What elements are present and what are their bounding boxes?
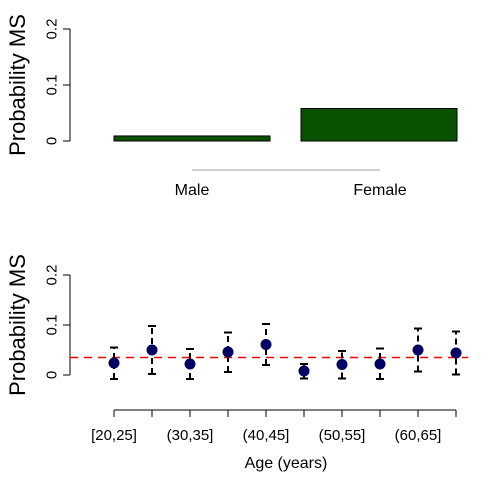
age-error-bars — [110, 323, 460, 380]
age-x-label: Age (years) — [245, 455, 328, 472]
age-point — [412, 344, 424, 356]
age-y-ticks: 0 0.1 0.2 — [44, 265, 70, 379]
sex-bar-female — [300, 108, 458, 142]
age-chart: 0 0.1 0.2 Probability MS [20,25] (30,35] (40… — [5, 254, 468, 472]
sex-x-label-male: Male — [175, 182, 210, 199]
age-x-tick-label: (40,45] — [243, 427, 290, 444]
sex-bars — [113, 108, 458, 142]
age-point — [260, 339, 272, 350]
sex-bar-male — [113, 135, 271, 142]
age-x-tick-label: (50,55] — [319, 427, 366, 444]
age-point — [222, 346, 234, 358]
age-points — [108, 339, 462, 377]
sex-y-label: Probability MS — [5, 14, 30, 156]
age-point — [146, 344, 158, 356]
age-point — [184, 358, 196, 370]
age-x-tick-label: (60,65] — [395, 427, 442, 444]
sex-chart: 0 0.1 0.2 Probability MS Male Female — [5, 14, 458, 199]
age-point — [108, 357, 120, 369]
age-y-label: Probability MS — [5, 254, 30, 396]
sex-x-labels: Male Female — [175, 182, 407, 199]
age-point — [374, 358, 386, 370]
age-point — [336, 359, 348, 370]
sex-y-tick-label: 0.1 — [44, 75, 61, 96]
age-x-tick-label: [20,25] — [91, 427, 137, 444]
age-point — [450, 347, 462, 359]
sex-x-label-female: Female — [353, 182, 406, 199]
age-x-labels: [20,25] (30,35] (40,45] (50,55] (60,65] — [91, 427, 441, 444]
sex-y-ticks: 0 0.1 0.2 — [44, 19, 70, 145]
sex-y-tick-label: 0 — [44, 137, 61, 145]
age-x-ticks — [113, 410, 457, 417]
sex-y-tick-label: 0.2 — [44, 19, 61, 40]
age-x-tick-label: (30,35] — [167, 427, 214, 444]
age-error-bar — [224, 331, 232, 373]
age-y-tick-label: 0 — [44, 371, 61, 379]
age-y-tick-label: 0.2 — [44, 265, 61, 286]
age-y-tick-label: 0.1 — [44, 315, 61, 336]
age-point — [298, 365, 310, 377]
